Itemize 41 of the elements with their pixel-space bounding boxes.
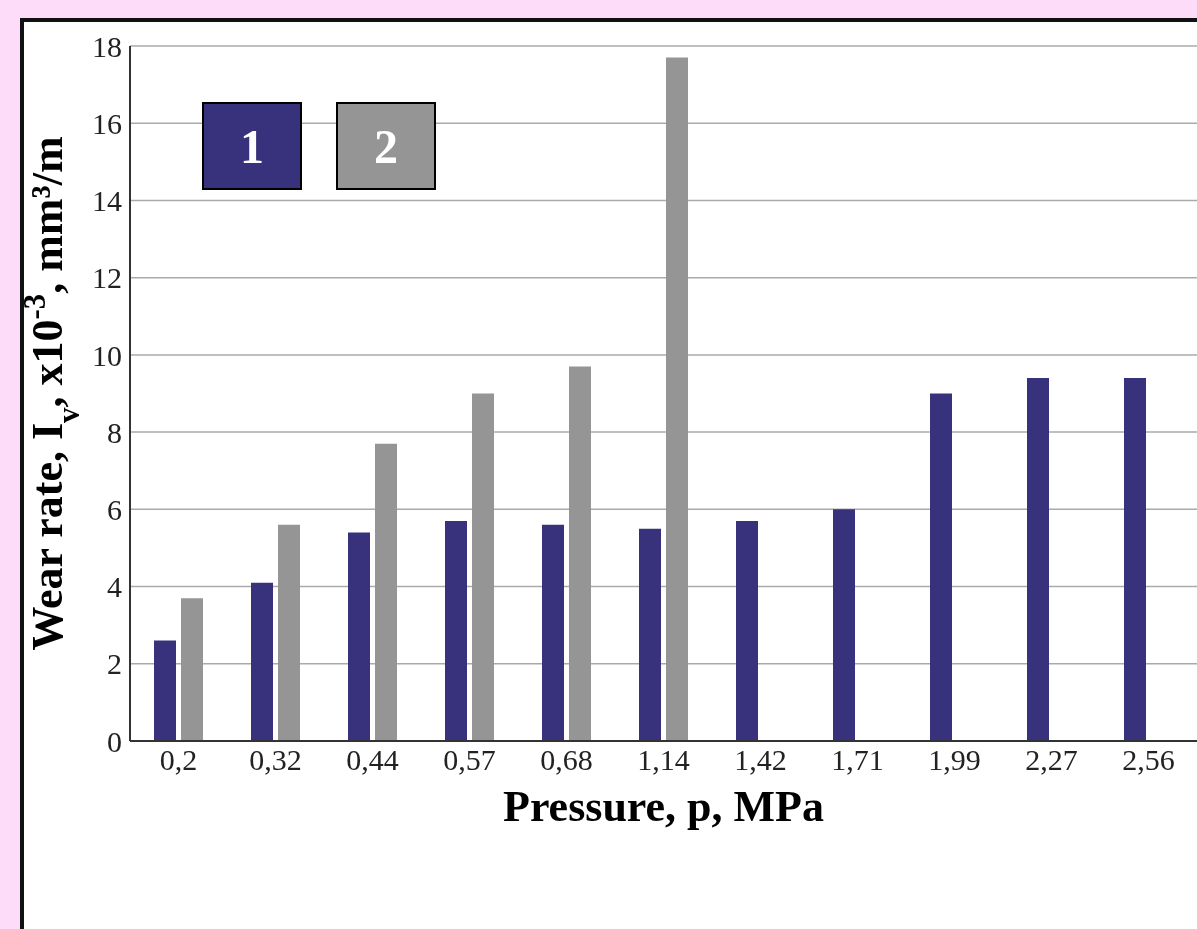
y-tick-label: 2 <box>107 647 122 681</box>
bar <box>1124 378 1146 741</box>
bar <box>833 509 855 741</box>
x-tick-label: 2,27 <box>1025 743 1078 777</box>
x-tick-label: 0,57 <box>443 743 496 777</box>
x-tick-label: 1,71 <box>831 743 884 777</box>
y-tick-label: 14 <box>92 184 122 218</box>
x-tick-label: 0,32 <box>249 743 302 777</box>
bar <box>278 524 300 741</box>
bar <box>666 57 688 741</box>
bar <box>569 366 591 741</box>
bar <box>251 582 273 741</box>
bar <box>472 393 494 741</box>
bar <box>639 528 661 741</box>
y-tick-label: 4 <box>107 570 122 604</box>
bar <box>445 520 467 741</box>
y-tick-label: 0 <box>107 724 122 758</box>
bar <box>542 524 564 741</box>
bar <box>181 598 203 741</box>
y-tick-label: 8 <box>107 415 122 449</box>
bar <box>375 443 397 741</box>
x-tick-label: 1,99 <box>928 743 981 777</box>
x-tick-label: 0,68 <box>540 743 593 777</box>
x-axis-title: Pressure, p, MPa <box>503 782 824 831</box>
bar <box>736 520 758 741</box>
bar <box>348 532 370 741</box>
x-tick-label: 1,42 <box>734 743 787 777</box>
x-tick-label: 0,44 <box>346 743 399 777</box>
bar <box>154 640 176 741</box>
y-tick-label: 16 <box>92 106 122 140</box>
bar <box>930 393 952 741</box>
bar <box>1027 378 1049 741</box>
text: 1 <box>202 102 302 190</box>
y-tick-label: 12 <box>92 261 122 295</box>
y-tick-label: 6 <box>107 492 122 526</box>
y-tick-label: 10 <box>92 338 122 372</box>
y-tick-label: 18 <box>92 29 122 63</box>
text: 2 <box>336 102 436 190</box>
x-tick-label: 0,2 <box>159 743 198 777</box>
x-tick-label: 2,56 <box>1122 743 1175 777</box>
x-tick-label: 1,14 <box>637 743 690 777</box>
